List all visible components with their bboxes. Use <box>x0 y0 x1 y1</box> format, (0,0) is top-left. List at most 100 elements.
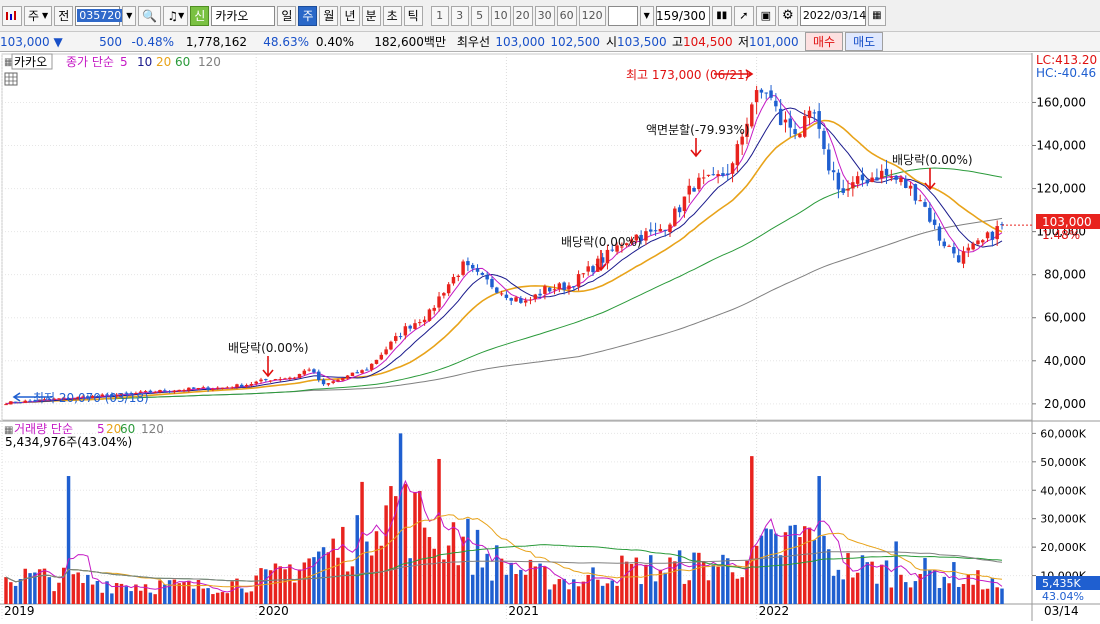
candle-body <box>398 336 403 338</box>
buy-button[interactable]: 매수 <box>805 32 844 51</box>
min-annotation: 최저 20,070 (03/18) <box>33 391 149 405</box>
save-icon[interactable]: ▣ <box>755 5 776 26</box>
price-tick-label: 120,000 <box>1036 182 1086 196</box>
gear-icon[interactable]: ⚙ <box>777 5 798 26</box>
candle <box>158 389 162 394</box>
volume-bar <box>379 545 384 604</box>
volume-bar <box>576 586 581 604</box>
period-week[interactable]: 주 <box>298 5 318 26</box>
chart-grid <box>0 53 1100 621</box>
split-annotation: 액면분할(-79.93%) <box>646 123 750 137</box>
volume-bar <box>66 476 71 604</box>
chart-icon[interactable] <box>2 5 22 26</box>
candle-body <box>427 309 432 321</box>
period-minute[interactable]: 분 <box>361 5 381 26</box>
candle-body <box>865 179 870 184</box>
date-field[interactable]: 2022/03/14 <box>799 5 866 26</box>
candle <box>369 363 374 372</box>
interval-60[interactable]: 60 <box>556 5 577 26</box>
code-dropdown-icon[interactable]: ▼ <box>122 5 137 26</box>
candle-body <box>682 196 687 211</box>
calendar-icon[interactable]: ▦ <box>867 5 886 26</box>
candle-body <box>220 387 225 389</box>
candle <box>663 229 667 237</box>
candle-body <box>990 231 995 240</box>
interval-1[interactable]: 1 <box>430 5 449 26</box>
interval-20[interactable]: 20 <box>512 5 533 26</box>
volume-bar <box>812 539 817 604</box>
candle-body <box>215 387 220 389</box>
candle-body <box>586 266 590 272</box>
candle-body <box>639 234 643 241</box>
candle <box>851 176 855 197</box>
volume-bar <box>706 580 711 604</box>
interval-3[interactable]: 3 <box>450 5 469 26</box>
interval-30[interactable]: 30 <box>534 5 555 26</box>
candle-body <box>754 90 759 103</box>
volume-tick-label: 60,000K <box>1040 427 1086 440</box>
sell-button[interactable]: 매도 <box>845 32 884 51</box>
custom-interval-input[interactable] <box>607 5 638 26</box>
candle-body <box>336 379 340 382</box>
stock-name-badge[interactable] <box>11 53 53 70</box>
candle <box>196 387 201 391</box>
candle <box>422 316 427 326</box>
volume-bar <box>196 580 201 604</box>
chart-area[interactable]: 최고 173,000 (06/21) 최저 20,070 (03/18) 액면분… <box>0 53 1100 621</box>
jeon-button[interactable]: 전 <box>54 5 74 26</box>
candle-body <box>547 287 552 292</box>
volume-bar <box>581 581 586 604</box>
period-tick[interactable]: 틱 <box>403 5 423 26</box>
candle-body <box>937 226 942 241</box>
interval-10[interactable]: 10 <box>490 5 511 26</box>
draw-tool-icon[interactable]: ➚ <box>733 5 754 26</box>
candle <box>211 387 215 392</box>
candle-body <box>576 274 581 287</box>
candle-body <box>62 397 66 399</box>
interval-120[interactable]: 120 <box>578 5 606 26</box>
volume-bar <box>398 433 403 604</box>
period-month[interactable]: 월 <box>319 5 339 26</box>
candle-body <box>47 398 52 400</box>
stock-chart[interactable]: 최고 173,000 (06/21) 최저 20,070 (03/18) 액면분… <box>0 53 1100 621</box>
interval-5[interactable]: 5 <box>470 5 489 26</box>
candle <box>961 246 966 269</box>
candle <box>413 319 417 330</box>
candle-body <box>846 188 850 191</box>
volume-bar <box>952 562 956 604</box>
period-year[interactable]: 년 <box>340 5 360 26</box>
candle-body <box>764 92 768 94</box>
volume-bar <box>321 547 326 604</box>
volume-bar <box>148 592 153 604</box>
interval-dropdown-icon[interactable]: ▼ <box>639 5 654 26</box>
volume-bar <box>95 581 100 604</box>
period-day[interactable]: 일 <box>277 5 297 26</box>
market-select[interactable]: 주 ▼ <box>24 5 53 26</box>
period-second[interactable]: 초 <box>382 5 402 26</box>
quote-turnover: 0.40% <box>315 34 354 49</box>
code-input[interactable]: 035720 <box>75 5 124 26</box>
candle <box>908 181 913 196</box>
candle <box>846 180 850 197</box>
volume-bar <box>687 580 691 604</box>
search-icon[interactable]: 🔍 <box>138 5 162 26</box>
candle <box>889 169 894 182</box>
candle-body <box>297 373 302 379</box>
candle <box>995 220 999 246</box>
volume-bar <box>490 580 494 604</box>
volume-bar <box>634 557 639 604</box>
stock-name-field[interactable]: 카카오 <box>211 5 276 26</box>
candle-body <box>711 174 716 176</box>
volume-bar <box>341 526 345 604</box>
volume-bar <box>726 558 730 604</box>
candle <box>947 244 951 247</box>
candle-body <box>778 108 783 126</box>
volume-bar <box>456 565 461 604</box>
candle-body <box>283 378 287 380</box>
table-icon[interactable] <box>4 72 18 86</box>
count-field[interactable]: 159/300 <box>655 5 710 26</box>
speaker-icon[interactable]: ♫ ▼ <box>163 5 189 26</box>
sin-badge[interactable]: 신 <box>190 5 210 26</box>
candle <box>687 178 691 203</box>
candle-tool-icon[interactable]: ▮▮ <box>711 5 732 26</box>
